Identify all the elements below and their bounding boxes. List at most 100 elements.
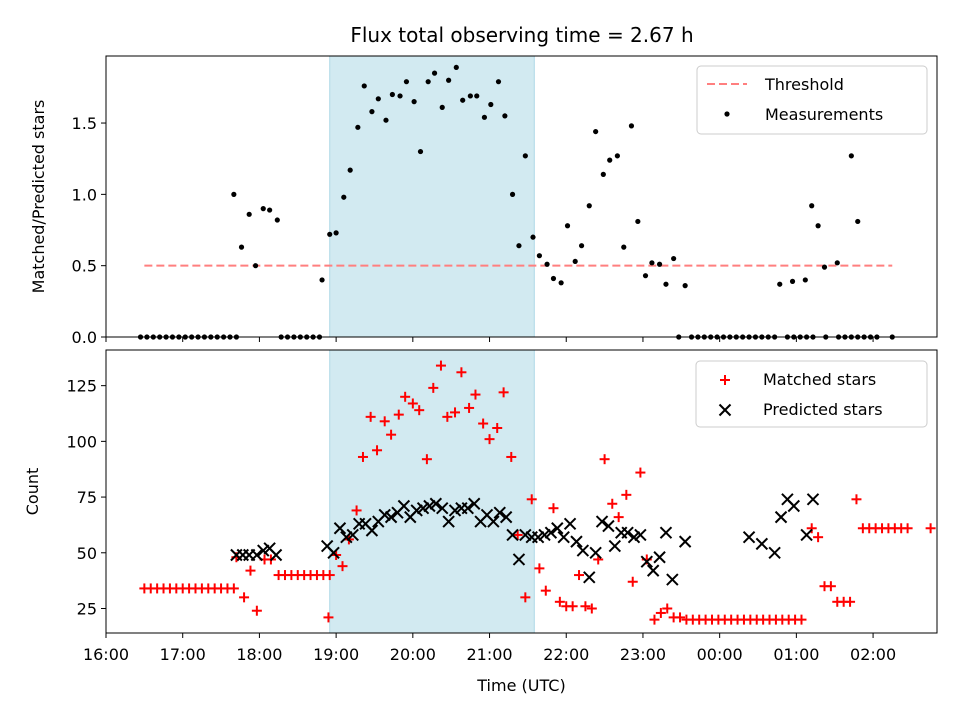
predicted-star-point [269, 548, 283, 562]
predicted-star-point [506, 528, 519, 542]
predicted-star-point [755, 537, 769, 551]
measurement-point [361, 83, 367, 89]
x-tick-label: 17:00 [160, 645, 206, 664]
top-y-tick-label: 0.5 [72, 257, 97, 276]
legend-threshold-label: Threshold [764, 75, 844, 94]
top-panel: 0.0 0.5 1.0 1.5 Matched/Predicted stars Thr… [29, 55, 938, 347]
measurement-point [369, 109, 375, 115]
measurement-point [614, 153, 620, 159]
measurement-point [848, 153, 854, 159]
measurement-point [238, 244, 245, 250]
measurement-point [536, 253, 542, 259]
measurement-point [341, 194, 347, 200]
bottom-y-tick-label: 125 [66, 377, 97, 396]
top-y-ticks: 0.0 0.5 1.0 1.5 [72, 114, 106, 347]
predicted-star-point [595, 515, 609, 528]
measurement-point [327, 231, 333, 237]
predicted-star-point [608, 539, 622, 553]
predicted-star-point [774, 510, 788, 524]
predicted-star-point [480, 508, 494, 522]
legend-matched-swatch [720, 375, 730, 385]
measurement-point [550, 275, 557, 282]
measurement-point [431, 70, 438, 76]
x-tick-label: 00:00 [697, 645, 743, 664]
top-plot-frame [105, 55, 938, 338]
measurement-point [267, 207, 273, 213]
measurement-point [333, 230, 339, 236]
predicted-star-point [519, 528, 532, 542]
predicted-star-point [436, 502, 449, 515]
measurement-point [815, 223, 821, 229]
x-tick-label: 20:00 [390, 645, 436, 664]
predicted-star-point [512, 553, 526, 566]
x-axis-title: Time (UTC) [476, 676, 565, 695]
predicted-star-point [320, 539, 334, 553]
measurement-point [789, 278, 796, 284]
predicted-star-point [768, 546, 781, 559]
measurement-point [474, 93, 480, 99]
predicted-star-point [557, 530, 570, 544]
bottom-y-tick-label: 100 [66, 432, 97, 451]
predicted-star-point [646, 564, 660, 577]
measurement-point [375, 96, 381, 102]
measurement-point [411, 99, 417, 105]
measurement-point [544, 261, 550, 267]
predicted-stars-series [230, 493, 820, 586]
predicted-star-point [487, 515, 500, 528]
bottom-y-tick-label: 50 [77, 544, 97, 563]
measurement-point [600, 171, 606, 177]
predicted-star-point [467, 497, 481, 510]
measurement-point [502, 113, 508, 119]
measurement-point [635, 218, 641, 225]
measurement-point [809, 203, 815, 209]
bottom-y-tick-label: 25 [77, 599, 97, 618]
predicted-star-point [461, 502, 475, 515]
predicted-star-point [333, 522, 347, 535]
measurement-point [834, 260, 840, 266]
measurement-point [821, 264, 828, 270]
measurement-point [777, 281, 783, 287]
measurement-point [593, 128, 599, 135]
predicted-star-point [583, 571, 596, 584]
predicted-star-point [365, 524, 379, 537]
measurement-point [488, 101, 494, 108]
measurement-point [607, 157, 613, 163]
measurement-point [397, 93, 403, 99]
predicted-star-point [442, 515, 455, 528]
x-tick-label: 02:00 [850, 645, 896, 664]
predicted-star-point [346, 528, 359, 542]
measurement-point [663, 281, 669, 287]
measurement-point [460, 97, 466, 103]
measurement-point [355, 124, 361, 130]
chart-title: Flux total observing time = 2.67 h [350, 23, 693, 47]
measurement-point [578, 243, 585, 249]
predicted-star-point [378, 508, 391, 522]
predicted-star-point [551, 522, 564, 535]
measurement-point [530, 234, 536, 240]
predicted-star-point [250, 548, 264, 562]
measurement-point [383, 117, 389, 123]
measurement-point [495, 79, 502, 85]
measurement-point [439, 104, 445, 110]
measurement-point [417, 148, 424, 155]
measurement-point [628, 123, 635, 129]
predicted-star-point [653, 551, 666, 564]
measurement-point [522, 153, 528, 159]
bottom-y-ticks: 25 50 75 100 125 [66, 377, 106, 618]
x-tick-label: 19:00 [313, 645, 359, 664]
predicted-star-point [563, 517, 577, 531]
measurement-point [260, 206, 266, 212]
legend-measurements-label: Measurements [765, 105, 883, 124]
measurement-point [274, 217, 280, 223]
predicted-star-point [589, 546, 602, 559]
measurement-point [855, 218, 861, 225]
measurement-point [467, 93, 473, 99]
bottom-legend: Matched stars Predicted stars [695, 360, 928, 428]
bottom-legend-box [695, 360, 928, 428]
predicted-star-point [544, 526, 558, 539]
x-tick-label: 23:00 [620, 645, 666, 664]
predicted-star-point [263, 542, 276, 555]
bottom-x-ticks: 16:00 17:00 18:00 19:00 20:00 21:00 22:00 23:00… [83, 633, 896, 664]
top-y-tick-label: 0.0 [72, 328, 97, 347]
